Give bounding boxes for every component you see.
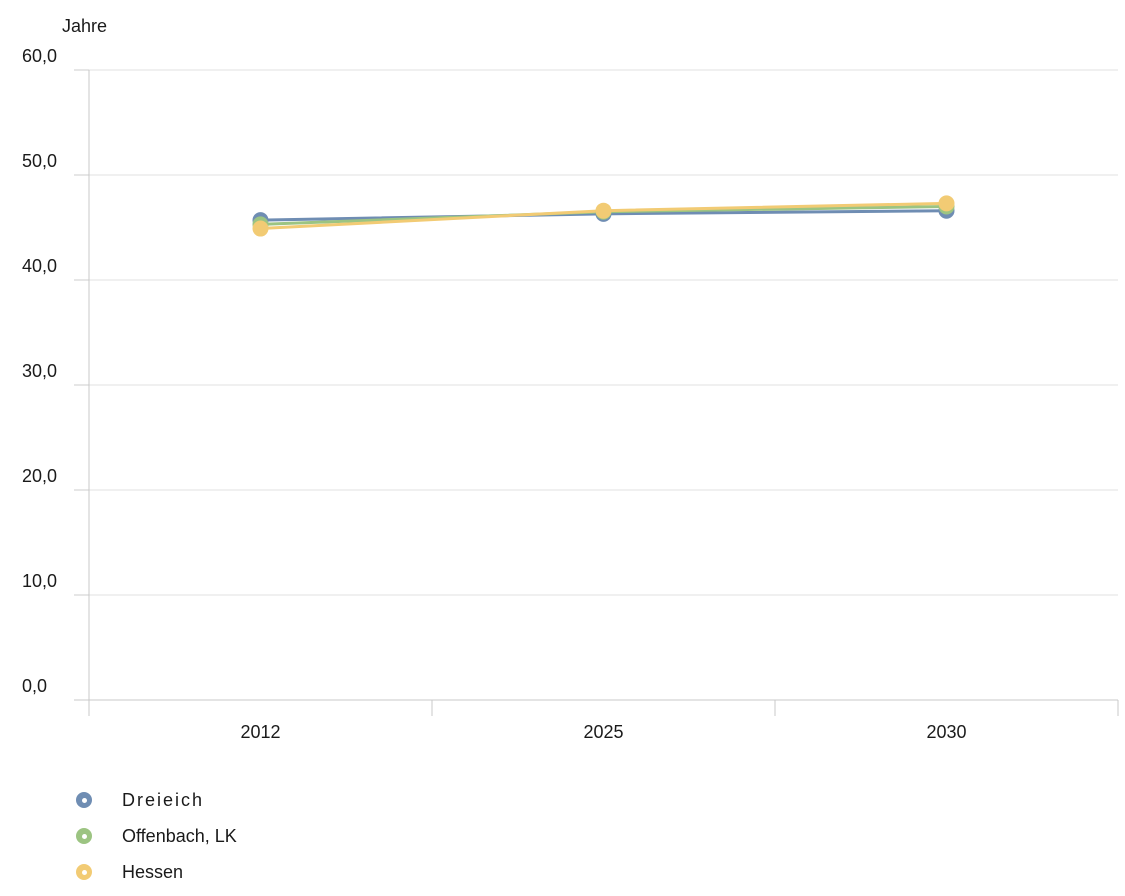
data-point-2-2[interactable] <box>938 195 955 212</box>
legend-item-0[interactable]: Dreieich <box>76 784 237 816</box>
y-tick-label: 20,0 <box>22 466 57 486</box>
x-tick-label: 2025 <box>583 722 623 742</box>
legend: Dreieich Offenbach, LK Hessen <box>76 784 237 892</box>
y-tick-label: 50,0 <box>22 151 57 171</box>
axes <box>74 69 1119 716</box>
legend-marker-dot <box>81 833 87 839</box>
series-points <box>252 195 955 237</box>
y-tick-label: 30,0 <box>22 361 57 381</box>
legend-marker-dot <box>81 797 87 803</box>
legend-item-1[interactable]: Offenbach, LK <box>76 820 237 852</box>
legend-label: Dreieich <box>122 789 205 810</box>
x-tick-label: 2030 <box>926 722 966 742</box>
legend-label: Hessen <box>122 861 184 882</box>
x-tick-label: 2012 <box>240 722 280 742</box>
gridlines <box>89 69 1118 596</box>
legend-marker-icon <box>76 792 92 808</box>
legend-label: Offenbach, LK <box>122 825 237 846</box>
legend-marker-icon <box>76 864 92 880</box>
legend-item-2[interactable]: Hessen <box>76 856 237 888</box>
y-axis-title: Jahre <box>62 16 107 36</box>
y-tick-label: 60,0 <box>22 46 57 66</box>
x-tick-labels: 2012 2025 2030 <box>240 722 966 742</box>
legend-marker-icon <box>76 828 92 844</box>
y-tick-label: 10,0 <box>22 571 57 591</box>
y-tick-label: 40,0 <box>22 256 57 276</box>
y-tick-labels: 0,0 10,0 20,0 30,0 40,0 50,0 60,0 <box>22 46 57 696</box>
data-point-2-1[interactable] <box>595 202 612 219</box>
y-tick-label: 0,0 <box>22 676 47 696</box>
data-point-2-0[interactable] <box>252 220 269 237</box>
legend-marker-dot <box>81 869 87 875</box>
